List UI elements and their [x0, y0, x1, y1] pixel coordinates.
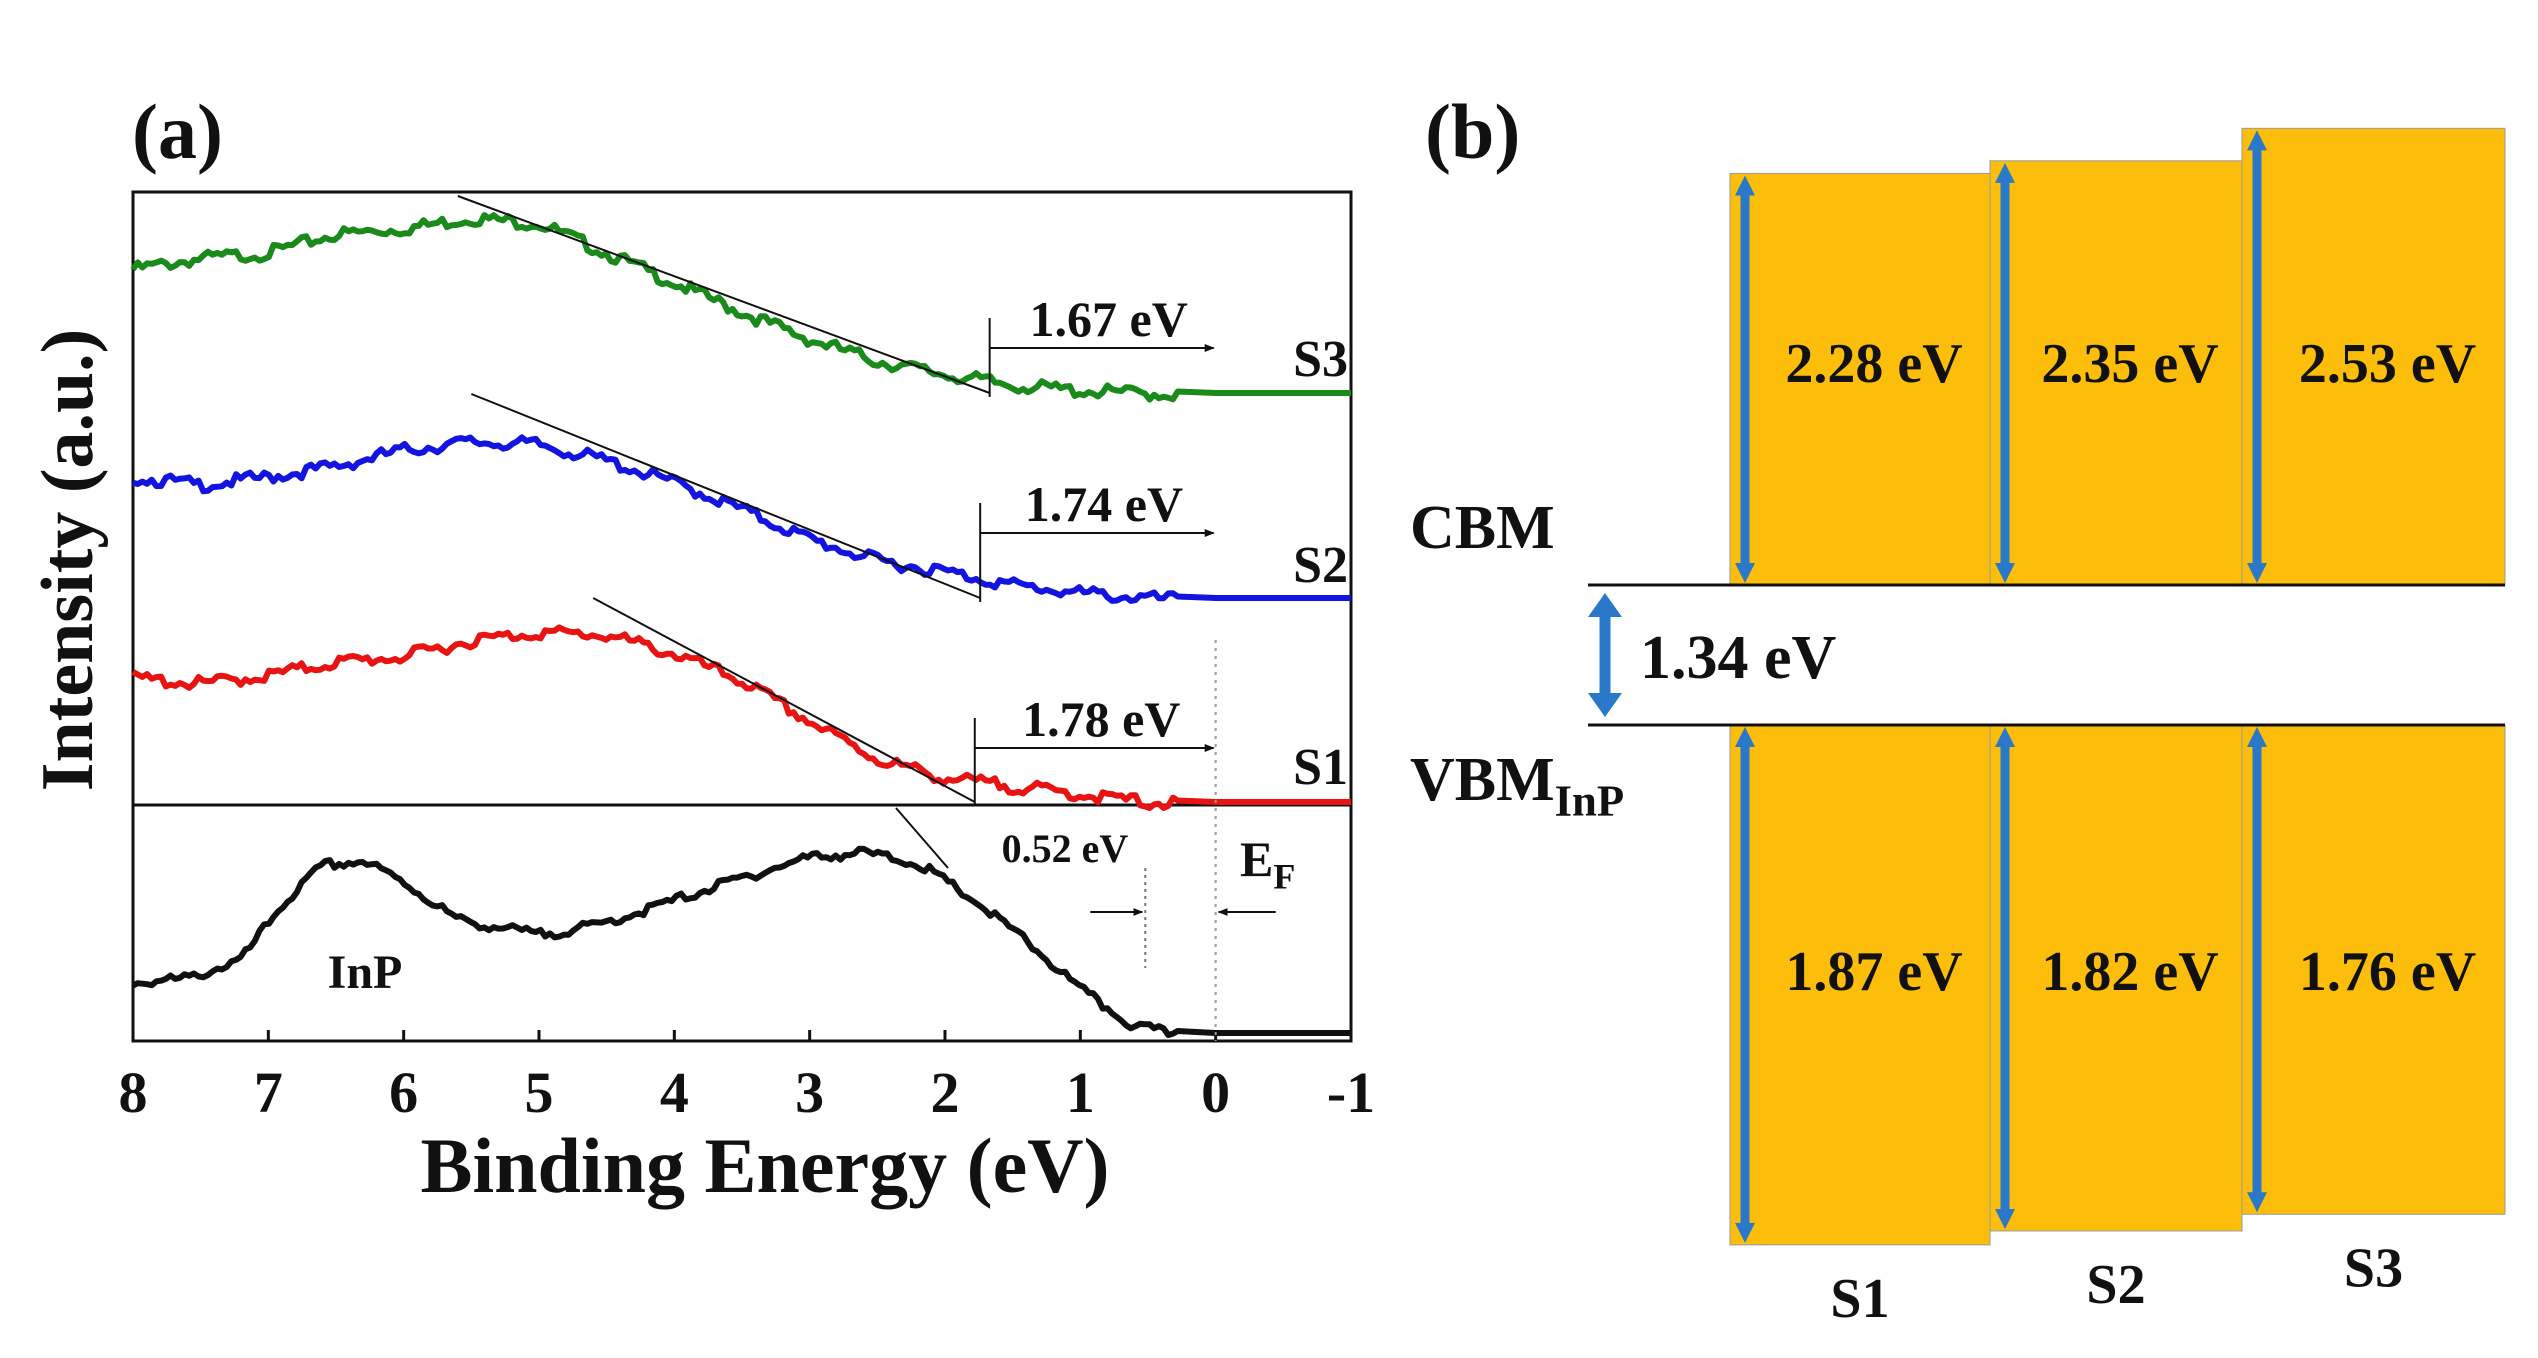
- series-line-s3: [130, 212, 1351, 403]
- inp-curve-label: InP: [328, 946, 403, 999]
- vbm-value-s1: 1.78 eV: [1022, 691, 1180, 747]
- inp-gap-arrow-head-up: [1588, 593, 1622, 617]
- sample-label-s2: S2: [2086, 1254, 2145, 1316]
- cb-arrow-head-up-s2: [1995, 162, 2015, 183]
- vb-arrow-head-up-s1: [1735, 727, 1755, 747]
- vb-arrow-head-up-s2: [1995, 727, 2015, 747]
- x-tick-label: 7: [254, 1060, 283, 1125]
- y-axis-label: Intensity (a.u.): [27, 329, 109, 792]
- vbm-label: VBMInP: [1410, 746, 1624, 826]
- vbm-value-s2: 1.74 eV: [1025, 476, 1183, 532]
- x-tick-label: 2: [931, 1060, 960, 1125]
- vbm-value-s3: 1.67 eV: [1030, 291, 1188, 347]
- sample-label-s1: S1: [1830, 1268, 1889, 1330]
- x-tick-label: 3: [795, 1060, 824, 1125]
- vb-offset-value-s2: 1.82 eV: [2041, 941, 2218, 1003]
- cb-offset-value-s1: 2.28 eV: [1785, 333, 1962, 395]
- cb-arrow-head-up-s1: [1735, 175, 1755, 196]
- inp-gap-arrow-head-down: [1588, 693, 1622, 717]
- series-label-s2: S2: [1293, 537, 1348, 594]
- plot-frame-lower: [131, 803, 1353, 1043]
- vb-arrow-head-down-s3: [2247, 1192, 2267, 1213]
- cbm-label: CBM: [1410, 494, 1555, 562]
- panel-b-label: (b): [1425, 88, 1520, 175]
- sample-label-s3: S3: [2344, 1237, 2403, 1299]
- vb-offset-box-s3: [2241, 724, 2506, 1215]
- vb-offset-value-s3: 1.76 eV: [2299, 941, 2476, 1003]
- vb-arrow-head-up-s3: [2247, 727, 2267, 747]
- vbm-fit-line-s1: [592, 597, 976, 803]
- cb-arrow-head-up-s3: [2247, 130, 2267, 151]
- inp-vbm-value: 0.52 eV: [1002, 826, 1129, 871]
- vb-arrow-head-down-s1: [1735, 1222, 1755, 1243]
- series-label-s1: S1: [1293, 739, 1348, 796]
- vbm-fit-line-s2: [470, 393, 981, 599]
- cb-arrow-head-down-s1: [1735, 563, 1755, 583]
- vbm-fit-line-inp: [895, 807, 949, 869]
- x-tick-label: -1: [1327, 1060, 1375, 1125]
- series-line-s2: [132, 434, 1351, 604]
- vbm-fit-line-s3: [457, 195, 991, 394]
- fermi-level-label: EF: [1240, 831, 1295, 897]
- cb-offset-value-s3: 2.53 eV: [2299, 333, 2476, 395]
- x-tick-label: 5: [525, 1060, 554, 1125]
- x-tick-label: 1: [1066, 1060, 1095, 1125]
- cb-arrow-head-down-s2: [1995, 563, 2015, 583]
- cb-offset-box-s3: [2241, 127, 2506, 586]
- x-axis-label: Binding Energy (eV): [420, 1122, 1109, 1209]
- x-tick-label: 4: [660, 1060, 689, 1125]
- vb-offset-box-s2: [1989, 724, 2243, 1232]
- x-tick-label: 6: [389, 1060, 418, 1125]
- x-tick-label: 0: [1201, 1060, 1230, 1125]
- cb-offset-box-s1: [1729, 172, 1991, 586]
- vb-arrow-head-down-s2: [1995, 1208, 2015, 1229]
- series-line-s1: [131, 624, 1351, 811]
- panel-a-label: (a): [132, 88, 223, 175]
- inp-gap-value: 1.34 eV: [1640, 624, 1837, 692]
- series-label-s3: S3: [1293, 331, 1348, 388]
- vb-offset-box-s1: [1729, 724, 1991, 1246]
- x-tick-label: 8: [119, 1060, 148, 1125]
- cb-offset-box-s2: [1989, 160, 2243, 586]
- series-line-inp: [131, 845, 1351, 1038]
- cb-arrow-head-down-s3: [2247, 563, 2267, 583]
- vb-offset-value-s1: 1.87 eV: [1785, 941, 1962, 1003]
- cb-offset-value-s2: 2.35 eV: [2041, 333, 2218, 395]
